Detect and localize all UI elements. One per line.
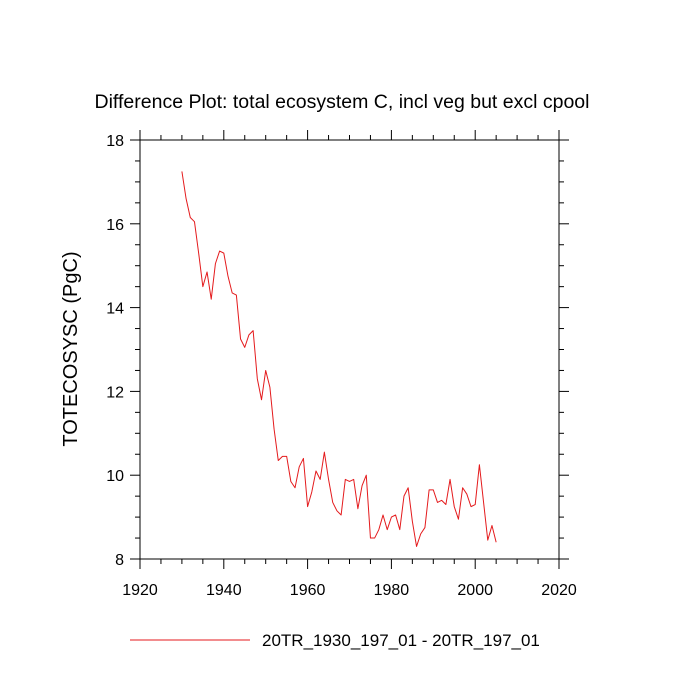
axis-tick-labels: 1920 1940 1960 1980 2000 2020 8 10 12 14 16 18 bbox=[106, 133, 577, 599]
x-tick-label: 1920 bbox=[122, 582, 158, 599]
y-tick-label: 10 bbox=[106, 468, 124, 485]
data-series bbox=[181, 171, 497, 547]
y-tick-label: 16 bbox=[106, 217, 124, 234]
x-tick-label: 1980 bbox=[374, 582, 410, 599]
y-tick-label: 14 bbox=[106, 301, 124, 318]
legend-label: 20TR_1930_197_01 - 20TR_197_01 bbox=[262, 631, 540, 650]
y-tick-label: 18 bbox=[106, 133, 124, 150]
x-tick-label: 2000 bbox=[457, 582, 493, 599]
y-axis-label: TOTECOSYSC (PgC) bbox=[60, 251, 82, 446]
y-tick-label: 8 bbox=[115, 552, 124, 569]
plot-frame bbox=[139, 139, 560, 560]
legend: 20TR_1930_197_01 - 20TR_197_01 bbox=[130, 631, 540, 650]
chart-title: Difference Plot: total ecosystem C, incl… bbox=[95, 91, 590, 113]
axis-ticks bbox=[130, 130, 569, 569]
x-tick-label: 1940 bbox=[206, 582, 242, 599]
series-line bbox=[181, 171, 497, 547]
x-tick-label: 1960 bbox=[290, 582, 326, 599]
x-tick-label: 2020 bbox=[541, 582, 577, 599]
y-tick-label: 12 bbox=[106, 384, 124, 401]
